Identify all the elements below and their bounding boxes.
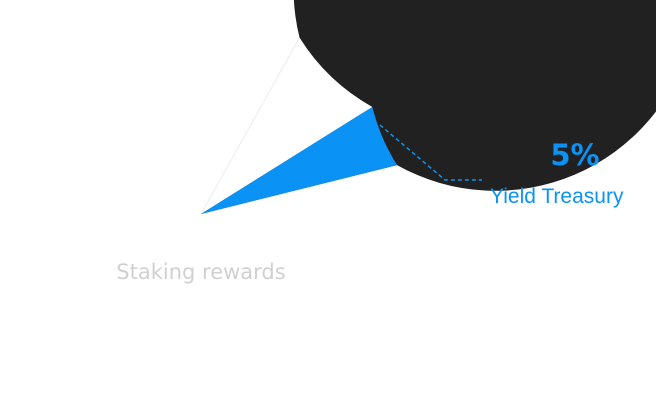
slice-yield-treasury <box>201 106 397 214</box>
slice-label-staking-rewards: Staking rewards <box>116 260 285 284</box>
slice-gap <box>201 37 373 214</box>
callout-slice-name: Yield Treasury <box>490 185 624 208</box>
callout-leader-line <box>379 124 482 181</box>
callout-percent-label: 5% <box>550 138 600 172</box>
